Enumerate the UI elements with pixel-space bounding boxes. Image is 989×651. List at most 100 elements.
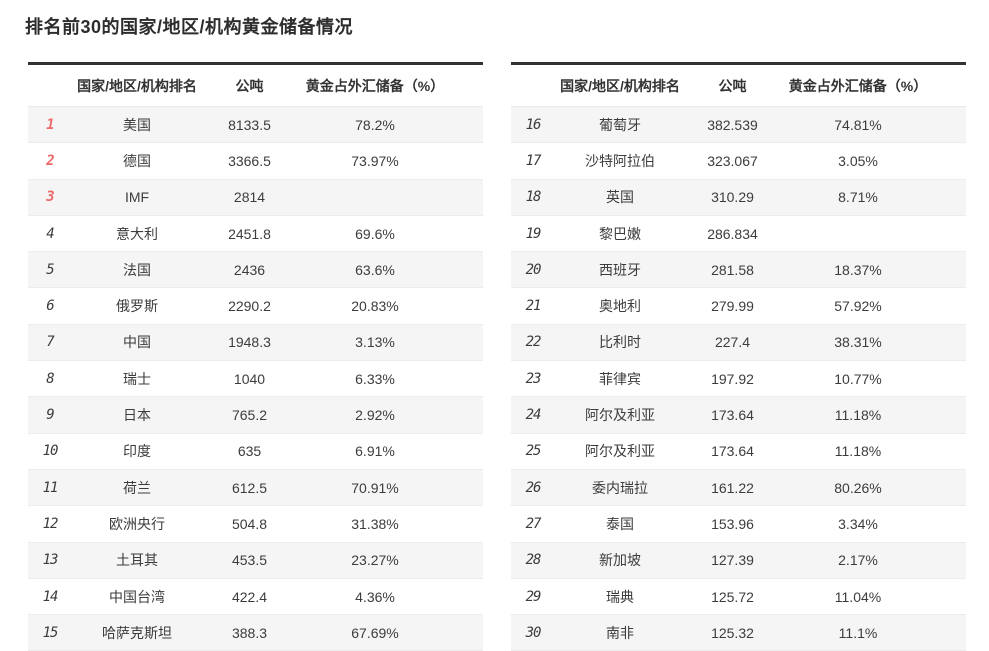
table-row: 23 菲律宾 197.92 10.77%	[511, 360, 966, 398]
country-cell: 新加坡	[555, 542, 685, 579]
country-cell: 中国	[72, 324, 202, 362]
rank-cell: 10	[28, 433, 72, 470]
table-row: 12 欧洲央行 504.8 31.38%	[28, 505, 483, 543]
header-pct: 黄金占外汇储备（%）	[780, 63, 936, 107]
pct-cell	[780, 215, 936, 253]
table-row: 24 阿尔及利亚 173.64 11.18%	[511, 396, 966, 434]
country-cell: 欧洲央行	[72, 505, 202, 543]
tables-container: 国家/地区/机构排名 公吨 黄金占外汇储备（%） 1 美国 8133.5 78.2% 2…	[28, 62, 989, 651]
rank-cell: 1	[28, 106, 72, 144]
pct-cell: 8.71%	[780, 179, 936, 216]
table-row: 20 西班牙 281.58 18.37%	[511, 251, 966, 289]
header-tons: 公吨	[202, 63, 297, 107]
pct-cell: 3.34%	[780, 505, 936, 543]
table-row: 7 中国 1948.3 3.13%	[28, 324, 483, 362]
gold-reserves-table-left: 国家/地区/机构排名 公吨 黄金占外汇储备（%） 1 美国 8133.5 78.2% 2…	[28, 62, 483, 651]
table-row: 14 中国台湾 422.4 4.36%	[28, 578, 483, 616]
country-cell: 中国台湾	[72, 578, 202, 616]
country-cell: 比利时	[555, 324, 685, 362]
filler-cell	[453, 396, 483, 434]
tons-cell: 453.5	[202, 542, 297, 579]
rank-cell: 27	[511, 505, 555, 543]
table-row: 5 法国 2436 63.6%	[28, 251, 483, 289]
header-tons: 公吨	[685, 63, 780, 107]
pct-cell: 4.36%	[297, 578, 453, 616]
rank-cell: 22	[511, 324, 555, 362]
filler-cell	[936, 106, 966, 144]
country-cell: IMF	[72, 179, 202, 216]
country-cell: 印度	[72, 433, 202, 470]
tons-cell: 197.92	[685, 360, 780, 398]
table-row: 26 委内瑞拉 161.22 80.26%	[511, 469, 966, 507]
filler-cell	[936, 469, 966, 507]
rank-cell: 5	[28, 251, 72, 289]
tons-cell: 310.29	[685, 179, 780, 216]
country-cell: 日本	[72, 396, 202, 434]
country-cell: 英国	[555, 179, 685, 216]
country-cell: 葡萄牙	[555, 106, 685, 144]
pct-cell: 67.69%	[297, 614, 453, 651]
filler-cell	[453, 542, 483, 579]
pct-cell: 74.81%	[780, 106, 936, 144]
filler-cell	[936, 396, 966, 434]
filler-cell	[936, 142, 966, 180]
tons-cell: 2436	[202, 251, 297, 289]
rank-cell: 29	[511, 578, 555, 616]
rank-cell: 2	[28, 142, 72, 180]
gold-reserves-table-right: 国家/地区/机构排名 公吨 黄金占外汇储备（%） 16 葡萄牙 382.539 74.…	[511, 62, 966, 651]
table-row: 11 荷兰 612.5 70.91%	[28, 469, 483, 507]
tons-cell: 173.64	[685, 433, 780, 470]
tons-cell: 382.539	[685, 106, 780, 144]
header-rank	[28, 63, 72, 107]
tons-cell: 388.3	[202, 614, 297, 651]
tons-cell: 127.39	[685, 542, 780, 579]
pct-cell: 70.91%	[297, 469, 453, 507]
country-cell: 南非	[555, 614, 685, 651]
country-cell: 意大利	[72, 215, 202, 253]
pct-cell: 80.26%	[780, 469, 936, 507]
pct-cell: 11.04%	[780, 578, 936, 616]
rank-cell: 26	[511, 469, 555, 507]
country-cell: 奥地利	[555, 287, 685, 325]
country-cell: 瑞典	[555, 578, 685, 616]
filler-cell	[453, 360, 483, 398]
table-body-right: 16 葡萄牙 382.539 74.81% 17 沙特阿拉伯 323.067 3.05% 18 英…	[511, 106, 966, 651]
filler-cell	[936, 433, 966, 470]
country-cell: 西班牙	[555, 251, 685, 289]
tons-cell: 765.2	[202, 396, 297, 434]
rank-cell: 18	[511, 179, 555, 216]
country-cell: 阿尔及利亚	[555, 396, 685, 434]
filler-cell	[936, 324, 966, 362]
rank-cell: 24	[511, 396, 555, 434]
pct-cell	[297, 179, 453, 216]
pct-cell: 3.05%	[780, 142, 936, 180]
tons-cell: 173.64	[685, 396, 780, 434]
tons-cell: 227.4	[685, 324, 780, 362]
pct-cell: 78.2%	[297, 106, 453, 144]
filler-cell	[453, 469, 483, 507]
header-filler	[453, 63, 483, 107]
tons-cell: 279.99	[685, 287, 780, 325]
filler-cell	[453, 251, 483, 289]
country-cell: 德国	[72, 142, 202, 180]
country-cell: 法国	[72, 251, 202, 289]
rank-cell: 13	[28, 542, 72, 579]
tons-cell: 1948.3	[202, 324, 297, 362]
pct-cell: 20.83%	[297, 287, 453, 325]
pct-cell: 23.27%	[297, 542, 453, 579]
table-row: 16 葡萄牙 382.539 74.81%	[511, 106, 966, 144]
table-row: 29 瑞典 125.72 11.04%	[511, 578, 966, 616]
rank-cell: 15	[28, 614, 72, 651]
filler-cell	[936, 179, 966, 216]
country-cell: 委内瑞拉	[555, 469, 685, 507]
tons-cell: 2290.2	[202, 287, 297, 325]
table-row: 21 奥地利 279.99 57.92%	[511, 287, 966, 325]
table-row: 15 哈萨克斯坦 388.3 67.69%	[28, 614, 483, 651]
filler-cell	[936, 215, 966, 253]
rank-cell: 25	[511, 433, 555, 470]
pct-cell: 63.6%	[297, 251, 453, 289]
tons-cell: 161.22	[685, 469, 780, 507]
country-cell: 黎巴嫩	[555, 215, 685, 253]
pct-cell: 73.97%	[297, 142, 453, 180]
